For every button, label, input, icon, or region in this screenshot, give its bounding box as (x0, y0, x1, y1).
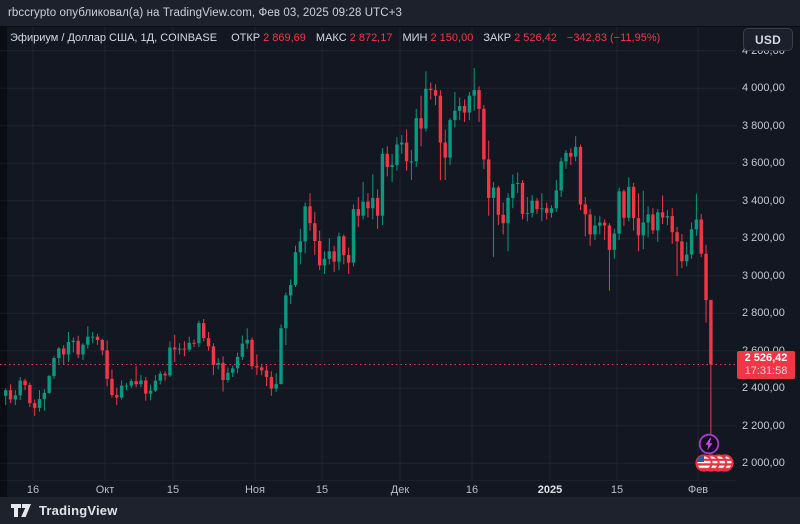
time-axis-label: Дек (390, 484, 410, 496)
symbol-header: Эфириум / Доллар США, 1Д, COINBASE ОТКР … (10, 32, 660, 44)
time-axis-label: Ноя (244, 484, 266, 496)
open-label: ОТКР (231, 32, 261, 44)
lightning-event-icon[interactable] (698, 433, 720, 455)
time-axis-label: 15 (610, 484, 624, 496)
time-axis-label: Фев (687, 484, 709, 496)
price-axis-label: 3 400,00 (742, 194, 785, 207)
ohlc-close: ЗАКР 2 526,42 (483, 32, 557, 44)
footer-bar: TradingView (0, 497, 800, 524)
candlestick-chart[interactable] (0, 27, 800, 497)
low-label: МИН (402, 32, 428, 44)
currency-button[interactable]: USD (743, 28, 793, 51)
time-axis[interactable]: 16 Окт 15 Ноя 15 Дек 16 2025 15 Фев (0, 480, 737, 498)
symbol-title: Эфириум / Доллар США, 1Д, COINBASE (10, 32, 218, 44)
low-value: 2 150,00 (430, 32, 474, 44)
time-axis-label: Окт (95, 484, 115, 496)
price-axis[interactable]: 4 200,004 000,003 800,003 600,003 400,00… (737, 27, 800, 497)
current-price-value: 2 526,42 (744, 352, 788, 365)
price-axis-label: 3 600,00 (742, 157, 785, 170)
tradingview-brand[interactable]: TradingView (39, 503, 118, 518)
price-axis-label: 3 200,00 (742, 232, 785, 245)
price-axis-label: 2 200,00 (742, 419, 785, 432)
ohlc-low: МИН 2 150,00 (402, 32, 473, 44)
close-label: ЗАКР (483, 32, 512, 44)
open-value: 2 869,69 (263, 32, 306, 44)
time-axis-label: 15 (166, 484, 180, 496)
ohlc-open: ОТКР 2 869,69 (231, 32, 306, 44)
chart-left-edge (0, 27, 7, 497)
ohlc-high: МАКС 2 872,17 (316, 32, 393, 44)
price-axis-label: 3 000,00 (742, 269, 785, 282)
countdown-timer: 17:31:58 (744, 365, 788, 378)
price-axis-label: 2 800,00 (742, 307, 785, 320)
high-value: 2 872,17 (349, 32, 393, 44)
close-value: 2 526,42 (514, 32, 557, 44)
current-price-label: 2 526,42 17:31:58 (737, 351, 795, 380)
attribution-bar: rbccrypto опубликовал(а) на TradingView.… (0, 0, 800, 27)
chart-widget: Эфириум / Доллар США, 1Д, COINBASE ОТКР … (0, 27, 800, 497)
price-axis-label: 2 400,00 (742, 382, 785, 395)
high-label: МАКС (315, 32, 347, 44)
time-axis-label: 16 (26, 484, 40, 496)
time-axis-label: 15 (315, 484, 329, 496)
price-axis-label: 3 800,00 (742, 119, 785, 132)
price-axis-label: 4 000,00 (742, 82, 785, 95)
change-value: −342,83 (−11,95%) (566, 32, 661, 44)
tradingview-logo-icon[interactable] (10, 503, 32, 518)
attribution-text: rbccrypto опубликовал(а) на TradingView.… (8, 7, 403, 19)
price-axis-label: 2 000,00 (742, 457, 785, 470)
us-flags-event-icon[interactable] (693, 453, 737, 473)
time-axis-label: 2025 (537, 484, 563, 496)
time-axis-label: 16 (465, 484, 479, 496)
